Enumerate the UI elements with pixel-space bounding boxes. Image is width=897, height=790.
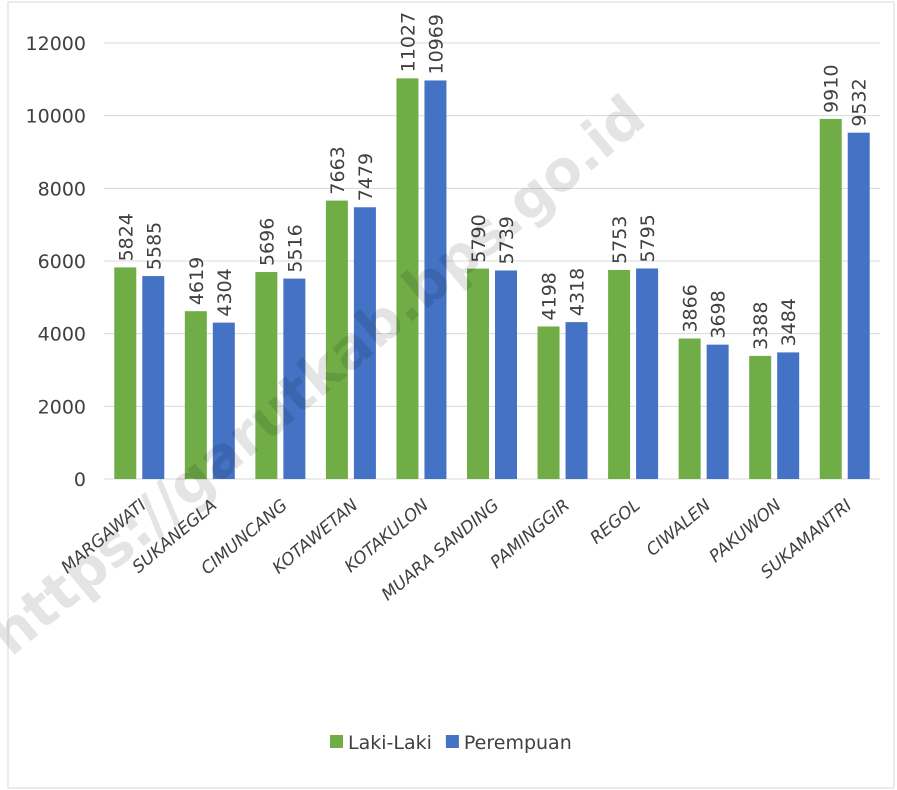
bar bbox=[283, 278, 306, 479]
data-label: 5790 bbox=[468, 214, 490, 262]
bar bbox=[424, 80, 447, 480]
bar bbox=[636, 268, 659, 479]
bar bbox=[777, 352, 800, 479]
data-label: 5824 bbox=[115, 213, 137, 261]
data-label: 5516 bbox=[284, 224, 306, 272]
data-label: 4304 bbox=[214, 268, 236, 316]
data-label: 4318 bbox=[567, 268, 589, 316]
bar bbox=[353, 207, 376, 479]
legend-label: Perempuan bbox=[464, 732, 572, 754]
bar bbox=[706, 344, 729, 479]
y-tick-label: 2000 bbox=[38, 396, 86, 418]
data-label: 3484 bbox=[778, 298, 800, 346]
data-label: 5585 bbox=[143, 222, 165, 270]
data-label: 9532 bbox=[849, 78, 871, 126]
bar bbox=[749, 355, 772, 479]
bar bbox=[847, 132, 870, 480]
bar bbox=[495, 270, 517, 479]
data-label: 5739 bbox=[496, 216, 518, 264]
bar bbox=[255, 272, 278, 479]
bar bbox=[212, 322, 235, 479]
legend-swatch bbox=[330, 735, 343, 748]
bar bbox=[565, 322, 588, 479]
bar bbox=[396, 78, 419, 480]
data-label: 7663 bbox=[327, 146, 349, 194]
data-label: 9910 bbox=[821, 65, 843, 113]
x-tick-label: MUARA SANDING bbox=[378, 496, 503, 606]
data-label: 3698 bbox=[708, 290, 730, 338]
y-tick-label: 8000 bbox=[38, 178, 86, 200]
bar bbox=[819, 118, 842, 479]
y-tick-label: 10000 bbox=[26, 106, 86, 128]
bar bbox=[467, 268, 489, 479]
bar bbox=[608, 269, 631, 479]
data-label: 5753 bbox=[609, 216, 631, 264]
data-label: 4198 bbox=[539, 272, 561, 320]
data-label: 5795 bbox=[637, 214, 659, 262]
data-label: 10969 bbox=[425, 14, 447, 74]
bar bbox=[325, 200, 348, 479]
bar bbox=[114, 267, 137, 479]
data-label: 5696 bbox=[256, 218, 278, 266]
y-tick-label: 4000 bbox=[38, 324, 86, 346]
legend-label: Laki-Laki bbox=[348, 732, 432, 754]
x-tick-label: REGOL bbox=[587, 496, 645, 549]
data-label: 4619 bbox=[186, 257, 208, 305]
y-tick-label: 0 bbox=[74, 469, 86, 491]
y-tick-label: 12000 bbox=[26, 33, 86, 55]
data-label: 11027 bbox=[397, 12, 419, 72]
y-tick-label: 6000 bbox=[38, 251, 86, 273]
data-label: 3866 bbox=[680, 284, 702, 332]
legend-swatch bbox=[445, 735, 459, 748]
chart-frame bbox=[7, 1, 895, 789]
data-label: 7479 bbox=[355, 153, 377, 201]
bar bbox=[537, 326, 560, 479]
bar bbox=[678, 338, 701, 479]
bar bbox=[142, 276, 165, 479]
x-tick-label: CIWALEN bbox=[643, 495, 715, 560]
data-label: 3388 bbox=[750, 302, 772, 350]
bar bbox=[184, 311, 207, 479]
